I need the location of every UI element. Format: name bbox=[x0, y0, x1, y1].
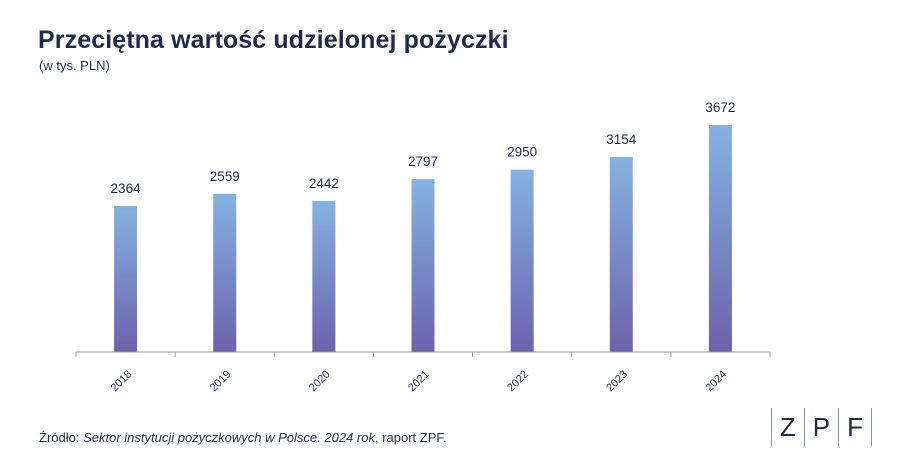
bar-2023 bbox=[609, 157, 633, 352]
zpf-logo: Z P F bbox=[770, 408, 872, 446]
bars-group bbox=[114, 125, 732, 352]
bar-2024 bbox=[708, 125, 732, 352]
data-label-2018: 2364 bbox=[111, 181, 142, 196]
x-tick-label-2019: 2019 bbox=[208, 368, 234, 394]
source-prefix: Źródło: bbox=[39, 430, 84, 445]
logo-letter-z: Z bbox=[779, 411, 796, 442]
source-suffix: , raport ZPF. bbox=[374, 430, 447, 445]
bar-2019 bbox=[213, 193, 237, 352]
data-label-2021: 2797 bbox=[408, 154, 438, 169]
logo-letter-f: F bbox=[847, 411, 863, 442]
data-label-2023: 3154 bbox=[606, 132, 637, 147]
bar-2021 bbox=[411, 179, 435, 352]
x-tick-label-2024: 2024 bbox=[703, 368, 729, 394]
data-label-2024: 3672 bbox=[705, 100, 735, 115]
x-tick-label-2018: 2018 bbox=[109, 368, 135, 394]
x-tick-label-2022: 2022 bbox=[505, 368, 531, 394]
x-tick-label-2020: 2020 bbox=[307, 368, 333, 394]
logo-divider bbox=[838, 408, 840, 446]
data-label-2022: 2950 bbox=[507, 145, 537, 160]
x-tick-label-2023: 2023 bbox=[604, 368, 630, 394]
source-note: Źródło: Sektor instytucji pożyczkowych w… bbox=[39, 430, 447, 445]
bar-2018 bbox=[114, 205, 138, 352]
bar-2020 bbox=[312, 201, 336, 352]
bar-2022 bbox=[510, 169, 534, 352]
x-axis bbox=[75, 351, 771, 357]
x-tick-label-2021: 2021 bbox=[406, 368, 432, 394]
chart-title: Przeciętna wartość udzielonej pożyczki bbox=[38, 26, 509, 54]
source-report-title: Sektor instytucji pożyczkowych w Polsce.… bbox=[83, 430, 375, 445]
chart-subtitle: (w tys. PLN) bbox=[39, 58, 110, 73]
logo-letter-p: P bbox=[812, 411, 831, 442]
data-label-2019: 2559 bbox=[210, 169, 240, 184]
logo-divider bbox=[871, 408, 872, 446]
logo-divider bbox=[803, 408, 805, 446]
data-label-2020: 2442 bbox=[309, 176, 339, 191]
logo-divider bbox=[770, 408, 772, 446]
